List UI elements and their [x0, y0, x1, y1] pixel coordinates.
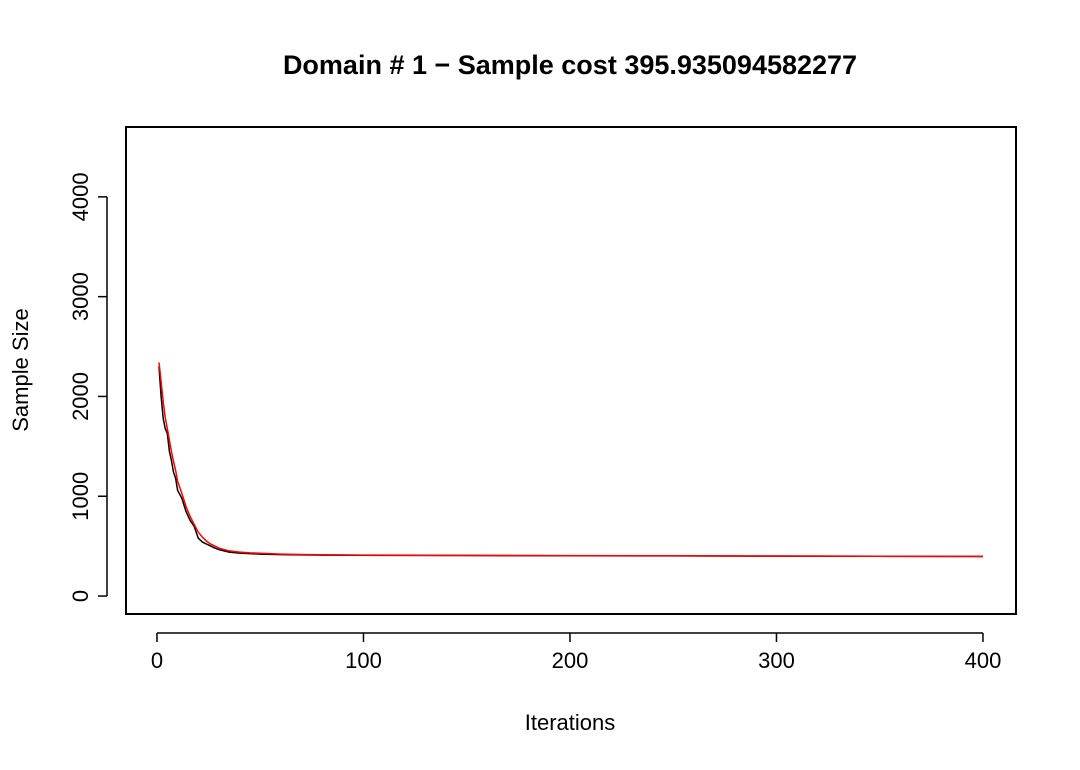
x-tick-label: 0 — [151, 648, 163, 673]
chart-title: Domain # 1 − Sample cost 395.93509458227… — [283, 50, 857, 80]
series-layer — [158, 362, 984, 558]
x-tick-label: 200 — [552, 648, 589, 673]
x-tick-label: 400 — [965, 648, 1002, 673]
y-tick-label: 2000 — [68, 372, 93, 421]
y-axis-title: Sample Size — [8, 308, 33, 432]
y-tick-label: 4000 — [68, 172, 93, 221]
series-line-1 — [158, 366, 984, 558]
x-axis: 0 100 200 300 400 — [151, 632, 1002, 673]
x-tick-label: 100 — [345, 648, 382, 673]
y-tick-label: 1000 — [68, 472, 93, 521]
series-line-2 — [158, 362, 984, 558]
x-axis-title: Iterations — [525, 710, 616, 735]
y-tick-label: 3000 — [68, 272, 93, 321]
plot-frame — [125, 126, 1017, 615]
y-axis: 0 1000 2000 3000 4000 — [68, 172, 108, 602]
x-tick-label: 300 — [758, 648, 795, 673]
y-tick-label: 0 — [68, 590, 93, 602]
